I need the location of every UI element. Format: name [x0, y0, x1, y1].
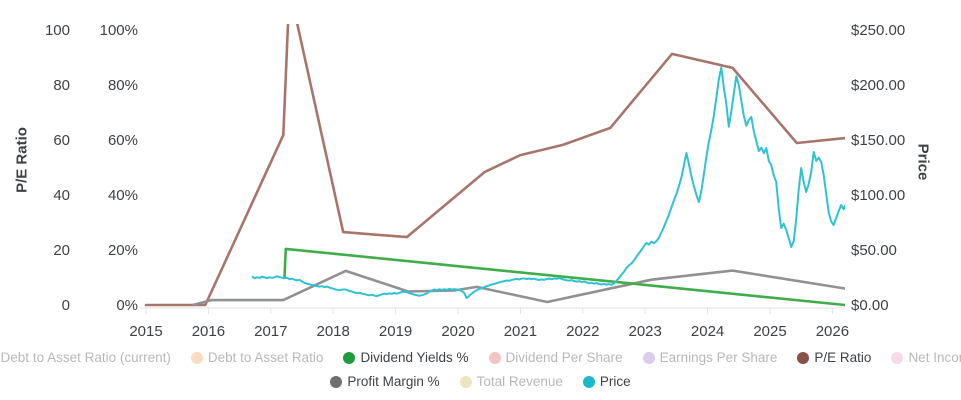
- legend-item-total-revenue[interactable]: Total Revenue: [459, 371, 563, 392]
- legend-label: Dividend Per Share: [505, 350, 623, 365]
- legend-label: Price: [599, 374, 631, 389]
- pe-tick-label: 60: [53, 132, 70, 149]
- pe-tick-label: 80: [53, 77, 70, 94]
- x-tick-label: 2018: [317, 323, 350, 340]
- legend-label: Profit Margin %: [347, 374, 440, 389]
- legend-item-earnings-per-share[interactable]: Earnings Per Share: [642, 347, 778, 368]
- price-tick-label: $0.00: [851, 297, 889, 314]
- price-tick-label: $200.00: [851, 77, 905, 94]
- x-tick-label: 2020: [441, 323, 474, 340]
- series-line-profit-margin: [191, 269, 845, 307]
- percent-tick-label: 80%: [108, 77, 138, 94]
- x-tick-label: 2025: [753, 323, 786, 340]
- series-group: [144, 24, 845, 307]
- price-tick-label: $250.00: [851, 22, 905, 39]
- legend-item-price[interactable]: Price: [582, 371, 631, 392]
- legend-row: Debt to Asset Ratio (current) Debt to Ass…: [0, 347, 961, 368]
- legend-item-dividend-yields[interactable]: Dividend Yields %: [343, 347, 469, 368]
- legend-row: Profit Margin % Total Revenue Price: [320, 371, 640, 392]
- legend-dot-dividend-per-share: [488, 351, 501, 364]
- x-tick-label: 2015: [129, 323, 162, 340]
- legend-item-profit-margin[interactable]: Profit Margin %: [330, 371, 440, 392]
- left-axis-title: P/E Ratio: [13, 127, 31, 193]
- series-line-dividend-yields: [283, 247, 845, 307]
- legend-label: Debt to Asset Ratio: [207, 350, 324, 365]
- percent-tick-label: 20%: [108, 242, 138, 259]
- x-tick-label: 2023: [629, 323, 662, 340]
- percent-tick-label: 60%: [108, 132, 138, 149]
- x-tick-label: 2021: [504, 323, 537, 340]
- legend-item-debt-to-asset-ratio[interactable]: Debt to Asset Ratio: [190, 347, 324, 368]
- legend-dot-price: [582, 375, 595, 388]
- legend-label: Net Income: [908, 350, 961, 365]
- chart-plot-area[interactable]: 2015 2016 2017 2018 2019 2020 2021 2022 2023 2024…: [0, 0, 961, 345]
- legend-label: Debt to Asset Ratio (current): [0, 350, 171, 365]
- pe-tick-label: 100: [45, 22, 70, 39]
- legend-label: Earnings Per Share: [659, 350, 778, 365]
- legend-item-net-income[interactable]: Net Income: [891, 347, 961, 368]
- percent-tick-label: 40%: [108, 187, 138, 204]
- series-line-price: [251, 66, 845, 299]
- legend-label: P/E Ratio: [814, 350, 872, 365]
- percent-tick-label: 0%: [116, 297, 138, 314]
- x-tick-label: 2024: [691, 323, 724, 340]
- legend-label: Total Revenue: [476, 374, 563, 389]
- price-tick-label: $150.00: [851, 132, 905, 149]
- legend-dot-total-revenue: [459, 375, 472, 388]
- x-tick-label: 2019: [379, 323, 412, 340]
- legend-dot-net-income: [891, 351, 904, 364]
- legend-dot-profit-margin: [330, 375, 343, 388]
- x-tick-label: 2026: [816, 323, 849, 340]
- percent-tick-label: 100%: [100, 22, 138, 39]
- legend-dot-earnings-per-share: [642, 351, 655, 364]
- x-tick-label: 2016: [192, 323, 225, 340]
- legend-item-debt-to-asset-ratio-current[interactable]: Debt to Asset Ratio (current): [0, 347, 171, 368]
- legend-dot-dividend-yields: [343, 351, 356, 364]
- legend-dot-debt-to-asset-ratio: [190, 351, 203, 364]
- right-axis-title: Price: [914, 143, 932, 181]
- legend-item-p-e-ratio[interactable]: P/E Ratio: [797, 347, 871, 368]
- pe-tick-label: 20: [53, 242, 70, 259]
- price-tick-label: $100.00: [851, 187, 905, 204]
- legend-label: Dividend Yields %: [360, 350, 469, 365]
- series-line-p-e-ratio: [144, 24, 845, 307]
- x-tick-label: 2017: [254, 323, 287, 340]
- pe-tick-label: 0: [62, 297, 70, 314]
- legend-item-dividend-per-share[interactable]: Dividend Per Share: [488, 347, 623, 368]
- price-tick-label: $50.00: [851, 242, 897, 259]
- legend-dot-p-e-ratio: [797, 351, 810, 364]
- pe-tick-label: 40: [53, 187, 70, 204]
- x-tick-label: 2022: [566, 323, 599, 340]
- chart-legend: Debt to Asset Ratio (current) Debt to Ass…: [0, 347, 961, 392]
